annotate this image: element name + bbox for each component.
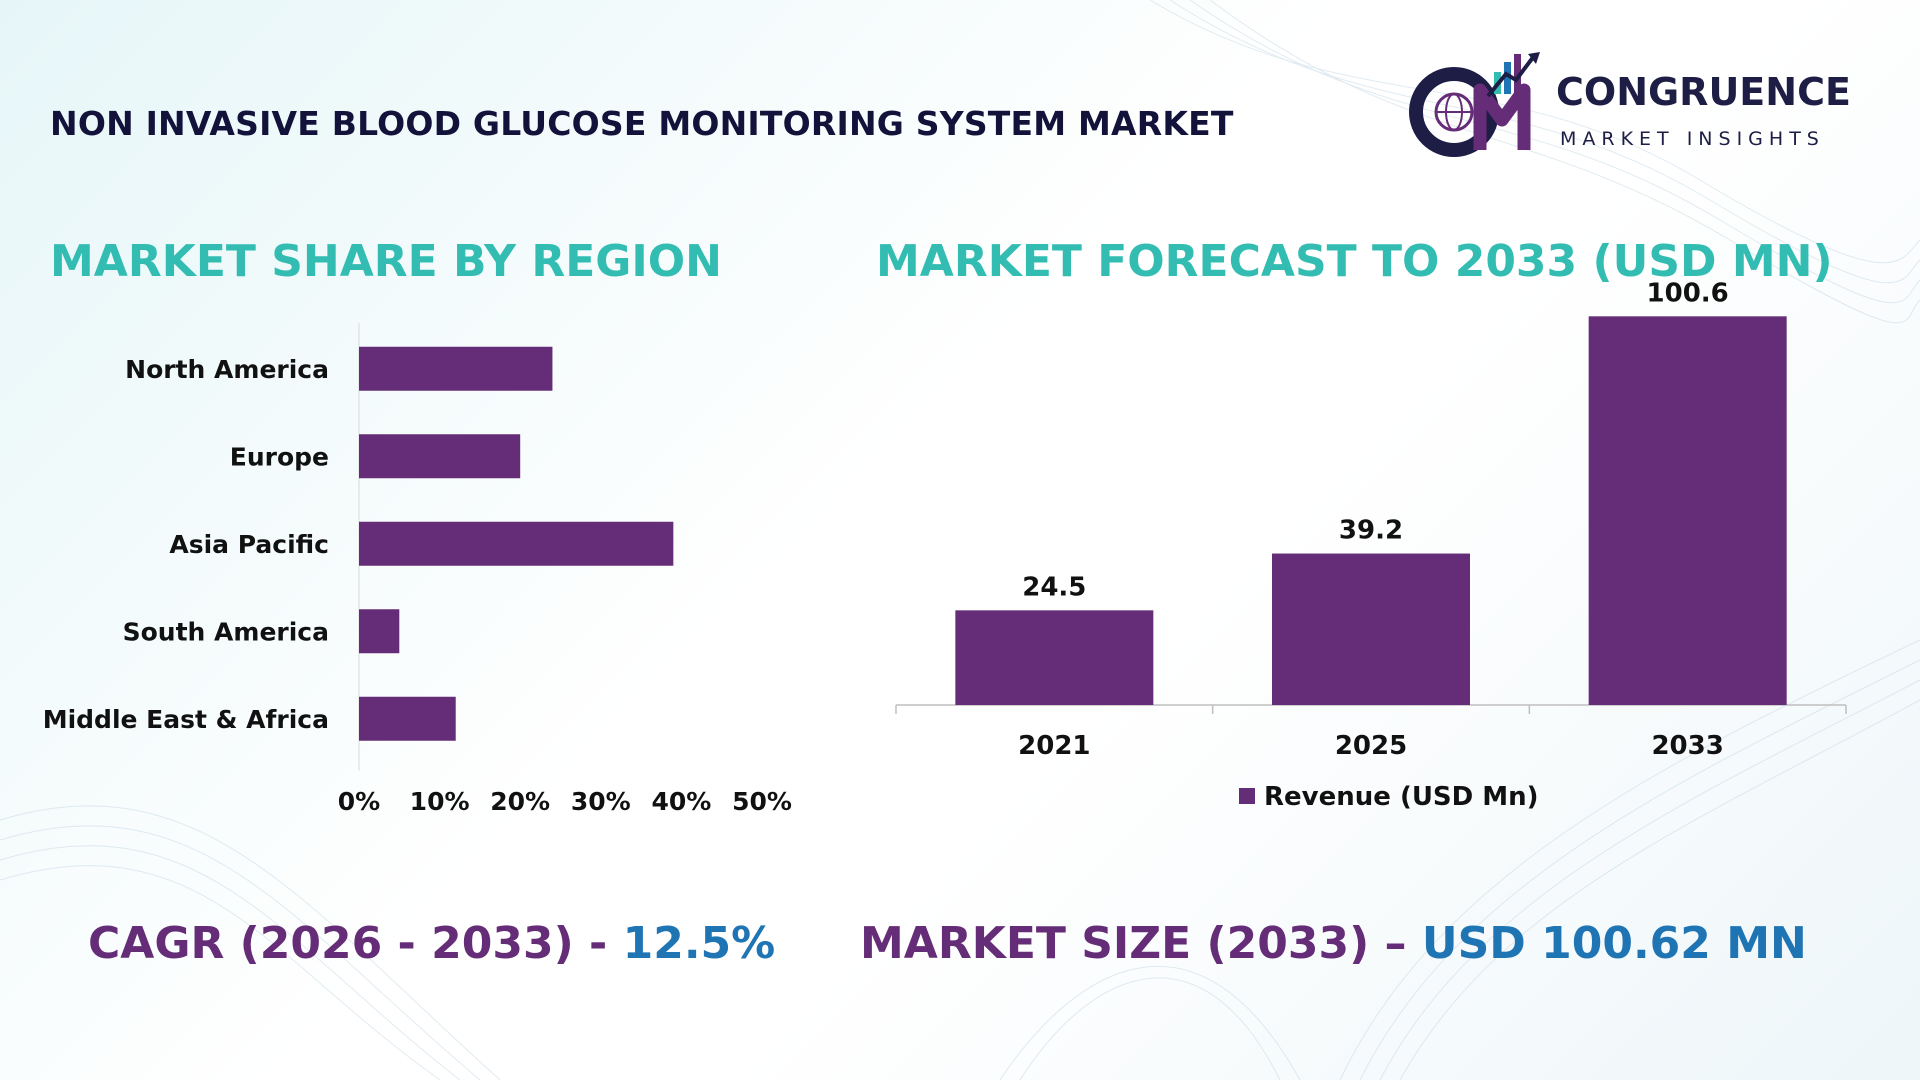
region-x-tick-label: 10% — [410, 787, 470, 816]
cagr-kpi: CAGR (2026 - 2033) - 12.5% — [88, 918, 775, 969]
forecast-bar — [1272, 553, 1470, 705]
region-x-tick-label: 30% — [571, 787, 631, 816]
forecast-chart-title: MARKET FORECAST TO 2033 (USD MN) — [876, 236, 1833, 287]
cagr-value: 12.5% — [622, 918, 776, 969]
forecast-bar-value-label: 100.6 — [1647, 278, 1729, 308]
region-category-label: Asia Pacific — [169, 530, 329, 559]
region-bar — [359, 609, 400, 654]
forecast-bar-value-label: 39.2 — [1339, 516, 1403, 546]
market-size-kpi: MARKET SIZE (2033) – USD 100.62 MN — [860, 918, 1807, 969]
region-x-tick-label: 20% — [490, 787, 550, 816]
forecast-x-category-label: 2025 — [1335, 731, 1407, 761]
cm-globe-chart-logo-icon — [1409, 52, 1540, 157]
region-bar — [359, 346, 553, 391]
logo-wordmark: CONGRUENCE — [1556, 70, 1851, 114]
region-x-tick-label: 40% — [651, 787, 711, 816]
forecast-x-category-label: 2021 — [1018, 731, 1090, 761]
region-category-label: Middle East & Africa — [43, 705, 329, 734]
region-bar — [359, 521, 674, 566]
forecast-bar — [955, 610, 1154, 705]
forecast-bar — [1588, 316, 1787, 705]
forecast-legend-swatch — [1239, 788, 1255, 804]
region-chart-title: MARKET SHARE BY REGION — [50, 236, 722, 287]
region-bar — [359, 696, 456, 741]
region-x-tick-label: 50% — [732, 787, 792, 816]
logo-subtitle: MARKET INSIGHTS — [1560, 128, 1825, 150]
region-category-label: Europe — [230, 442, 329, 471]
cagr-label: CAGR (2026 - 2033) - — [88, 918, 623, 969]
region-bar — [359, 434, 521, 479]
region-x-tick-label: 0% — [338, 787, 380, 816]
market-size-value: USD 100.62 MN — [1421, 918, 1807, 969]
region-category-label: South America — [123, 617, 329, 646]
forecast-legend-label: Revenue (USD Mn) — [1264, 782, 1539, 812]
forecast-x-category-label: 2033 — [1651, 731, 1723, 761]
region-category-label: North America — [125, 355, 329, 384]
market-size-label: MARKET SIZE (2033) – — [860, 918, 1422, 969]
forecast-bar-value-label: 24.5 — [1022, 572, 1086, 602]
company-logo: CONGRUENCE MARKET INSIGHTS — [1402, 50, 1872, 160]
page-title: NON INVASIVE BLOOD GLUCOSE MONITORING SY… — [50, 104, 1234, 143]
